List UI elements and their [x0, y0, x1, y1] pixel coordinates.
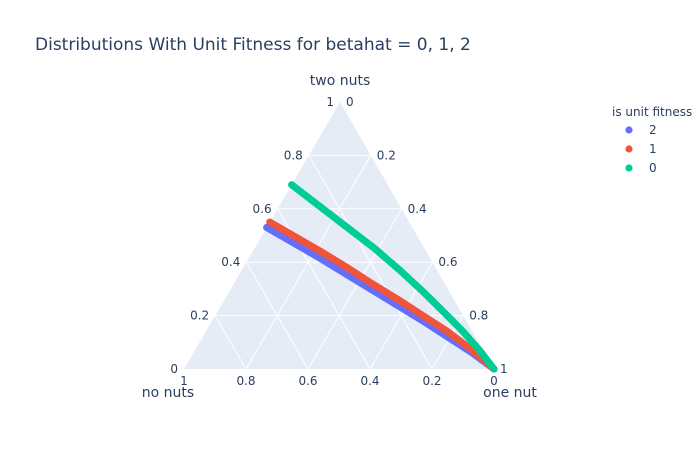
tick-label-one-nut: 1	[500, 362, 508, 376]
tick-label-one-nut: 0.8	[469, 309, 488, 323]
tick-label-one-nut: 0	[346, 95, 354, 109]
ternary-ticks: 0 0 0 0.2 0.2 0.2 0.4 0.4 0.4 0.6 0.6 0.6 0.8 0.8 0.8 1…	[170, 95, 507, 388]
grid-line-no-nuts	[245, 261, 309, 370]
legend-item-2[interactable]: 2	[625, 123, 657, 137]
chart-title: Distributions With Unit Fitness for beta…	[35, 35, 471, 55]
legend-items: 2 1 0	[625, 123, 657, 175]
legend-label: 1	[649, 142, 657, 156]
tick-label-no-nuts: 0	[490, 374, 498, 388]
series-0	[288, 181, 498, 373]
legend-marker	[625, 164, 633, 172]
legend-label: 2	[649, 123, 657, 137]
tick-label-two-nuts: 0.6	[253, 202, 272, 216]
legend-item-0[interactable]: 0	[625, 161, 657, 175]
legend-marker	[625, 145, 633, 153]
axis-title-no-nuts: no nuts	[142, 385, 194, 401]
ternary-background	[184, 102, 494, 369]
legend-item-1[interactable]: 1	[625, 142, 657, 156]
ternary-markers	[263, 181, 498, 373]
tick-label-one-nut: 0.6	[438, 255, 457, 269]
axis-title-two-nuts: two nuts	[310, 73, 370, 89]
legend: is unit fitness 2 1 0	[612, 105, 692, 175]
legend-title: is unit fitness	[612, 105, 692, 119]
tick-label-no-nuts: 0.4	[360, 374, 379, 388]
axis-title-one-nut: one nut	[483, 385, 537, 401]
tick-label-two-nuts: 0.2	[190, 309, 209, 323]
tick-label-no-nuts: 0.8	[236, 374, 255, 388]
ternary-plot-area: 0 0 0 0.2 0.2 0.2 0.4 0.4 0.4 0.6 0.6 0.6 0.8 0.8 0.8 1…	[170, 95, 507, 388]
legend-label: 0	[649, 161, 657, 175]
tick-label-two-nuts: 0.8	[284, 148, 303, 162]
series-1	[266, 218, 498, 373]
data-point	[490, 365, 498, 373]
tick-label-no-nuts: 0.2	[422, 374, 441, 388]
tick-label-one-nut: 0.4	[408, 202, 427, 216]
tick-label-two-nuts: 0	[170, 362, 178, 376]
grid-line-no-nuts	[214, 315, 247, 370]
tick-label-no-nuts: 0.6	[298, 374, 317, 388]
legend-marker	[625, 126, 633, 134]
grid-line-one-nut	[369, 261, 433, 370]
tick-label-two-nuts: 0.4	[221, 255, 240, 269]
tick-label-two-nuts: 1	[326, 95, 334, 109]
grid-line-one-nut	[307, 208, 403, 370]
tick-label-no-nuts: 1	[180, 374, 188, 388]
tick-label-one-nut: 0.2	[377, 148, 396, 162]
